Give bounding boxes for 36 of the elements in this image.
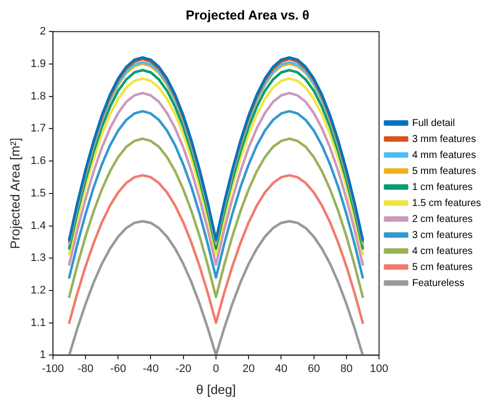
legend-label: 4 cm features xyxy=(412,246,473,257)
x-tick-label: 20 xyxy=(242,362,255,375)
x-tick-label: -100 xyxy=(42,362,64,375)
y-tick-label: 1.6 xyxy=(30,155,46,168)
x-tick-label: -20 xyxy=(175,362,192,375)
legend-label: 4 mm features xyxy=(412,150,476,161)
y-tick-label: 1.1 xyxy=(30,316,46,329)
y-tick-label: 1.4 xyxy=(30,220,46,232)
legend-label: 5 cm features xyxy=(412,262,473,273)
x-axis-title: θ [deg] xyxy=(196,382,236,397)
x-tick-label: -80 xyxy=(78,362,94,375)
y-tick-label: 1 xyxy=(40,349,46,362)
y-tick-label: 1.7 xyxy=(30,122,46,135)
legend-label: 3 mm features xyxy=(412,134,476,145)
x-tick-label: 60 xyxy=(308,362,320,375)
x-tick-label: -60 xyxy=(110,362,126,375)
x-tick-label: 40 xyxy=(275,362,288,375)
legend-label: 5 mm features xyxy=(412,166,476,177)
chart-title: Projected Area vs. θ xyxy=(186,7,310,22)
y-tick-label: 1.5 xyxy=(30,187,46,200)
x-tick-label: 80 xyxy=(340,362,353,375)
x-tick-label: 0 xyxy=(212,362,220,375)
y-tick-label: 1.8 xyxy=(30,90,46,102)
legend-label: 1 cm features xyxy=(412,182,473,193)
legend-label: 2 cm features xyxy=(412,214,473,225)
y-tick-label: 1.2 xyxy=(30,284,46,297)
x-tick-label: -40 xyxy=(142,362,159,375)
legend-label: 1.5 cm features xyxy=(412,198,481,209)
legend-label: Full detail xyxy=(412,118,455,129)
legend-label: 3 cm features xyxy=(412,230,473,241)
y-axis-title: Projected Area [m²] xyxy=(7,138,22,250)
y-tick-label: 1.3 xyxy=(30,252,46,264)
x-tick-label: 100 xyxy=(370,362,388,375)
legend-label: Featureless xyxy=(412,278,464,289)
y-tick-label: 1.9 xyxy=(30,58,46,70)
y-tick-label: 2 xyxy=(40,26,46,38)
